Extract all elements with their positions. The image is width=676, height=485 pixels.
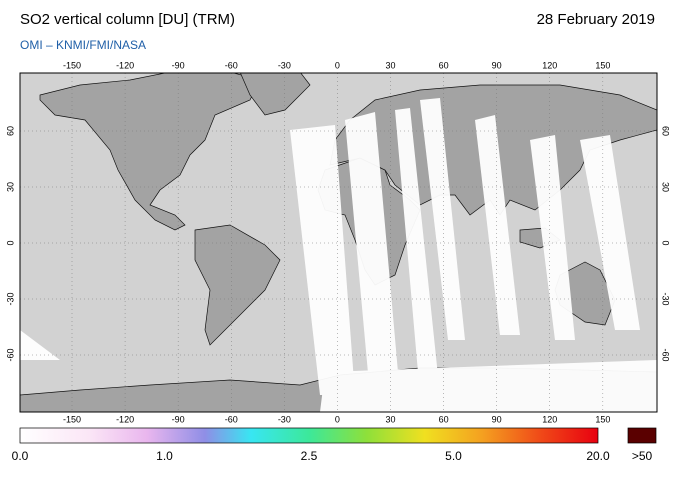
lon-tick-label: 150 bbox=[595, 60, 610, 70]
colorbar-over bbox=[627, 427, 657, 444]
lat-tick-label: -30 bbox=[5, 292, 15, 305]
lon-tick-label: 30 bbox=[385, 414, 395, 424]
lon-tick-label: -30 bbox=[278, 414, 291, 424]
lat-tick-label: 30 bbox=[5, 182, 15, 192]
title: SO2 vertical column [DU] (TRM) bbox=[20, 11, 235, 28]
map-frame bbox=[19, 72, 658, 413]
lon-tick-label: 120 bbox=[542, 414, 557, 424]
colorbar-labels: 0.0 1.0 2.5 5.0 20.0 >50 bbox=[12, 449, 653, 463]
lat-tick-label: 0 bbox=[5, 240, 15, 245]
graticule bbox=[20, 73, 657, 412]
colorbar-label: 20.0 bbox=[586, 449, 610, 463]
ticks: -150 -150 -120 -120 -90 -90 -60 -60 -30 -30 0 0 30 30… bbox=[5, 60, 670, 424]
lon-tick-label: 0 bbox=[335, 60, 340, 70]
lon-tick-label: 60 bbox=[439, 414, 449, 424]
lon-tick-label: 30 bbox=[385, 60, 395, 70]
lat-tick-label: -60 bbox=[661, 348, 671, 361]
date: 28 February 2019 bbox=[537, 11, 655, 28]
lon-tick-label: -150 bbox=[63, 414, 81, 424]
lon-tick-label: -90 bbox=[172, 60, 185, 70]
colorbar-label: 0.0 bbox=[12, 449, 29, 463]
lat-tick-label: -30 bbox=[661, 292, 671, 305]
lon-tick-label: -120 bbox=[116, 414, 134, 424]
lat-tick-label: 60 bbox=[661, 126, 671, 136]
lon-tick-label: -120 bbox=[116, 60, 134, 70]
lon-tick-label: -150 bbox=[63, 60, 81, 70]
lat-tick-label: 30 bbox=[661, 182, 671, 192]
lon-tick-label: 60 bbox=[439, 60, 449, 70]
map bbox=[20, 73, 657, 412]
lon-tick-label: 90 bbox=[492, 60, 502, 70]
source: OMI – KNMI/FMI/NASA bbox=[20, 38, 146, 52]
lon-tick-label: -30 bbox=[278, 60, 291, 70]
colorbar-label: 2.5 bbox=[301, 449, 318, 463]
lon-tick-label: -60 bbox=[225, 60, 238, 70]
colorbar-label: 1.0 bbox=[156, 449, 173, 463]
colorbar-over-label: >50 bbox=[632, 449, 653, 463]
lon-tick-label: 0 bbox=[335, 414, 340, 424]
lon-tick-label: -60 bbox=[225, 414, 238, 424]
colorbar bbox=[19, 427, 599, 444]
lat-tick-label: 0 bbox=[661, 240, 671, 245]
colorbar-label: 5.0 bbox=[445, 449, 462, 463]
lon-tick-label: 150 bbox=[595, 414, 610, 424]
lon-tick-label: 90 bbox=[492, 414, 502, 424]
lon-tick-label: 120 bbox=[542, 60, 557, 70]
lat-tick-label: 60 bbox=[5, 126, 15, 136]
lat-tick-label: -60 bbox=[5, 348, 15, 361]
lon-tick-label: -90 bbox=[172, 414, 185, 424]
swaths bbox=[20, 98, 657, 412]
